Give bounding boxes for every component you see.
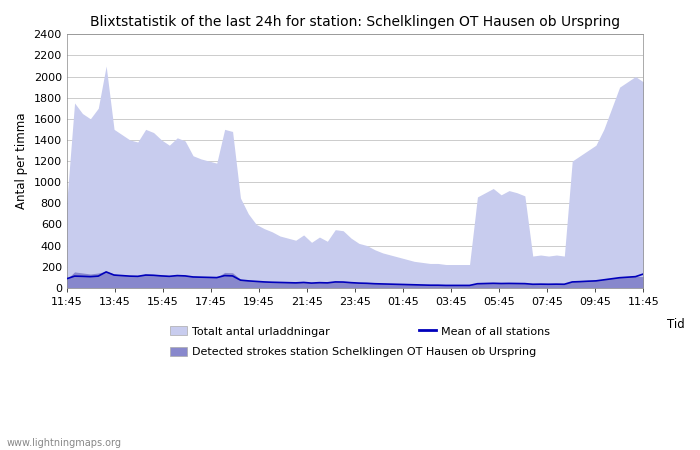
Legend: Detected strokes station Schelklingen OT Hausen ob Urspring: Detected strokes station Schelklingen OT… [170, 346, 537, 357]
Y-axis label: Antal per timma: Antal per timma [15, 113, 28, 209]
Text: Tid: Tid [667, 318, 685, 331]
Text: www.lightningmaps.org: www.lightningmaps.org [7, 438, 122, 448]
Title: Blixtstatistik of the last 24h for station: Schelklingen OT Hausen ob Urspring: Blixtstatistik of the last 24h for stati… [90, 15, 620, 29]
